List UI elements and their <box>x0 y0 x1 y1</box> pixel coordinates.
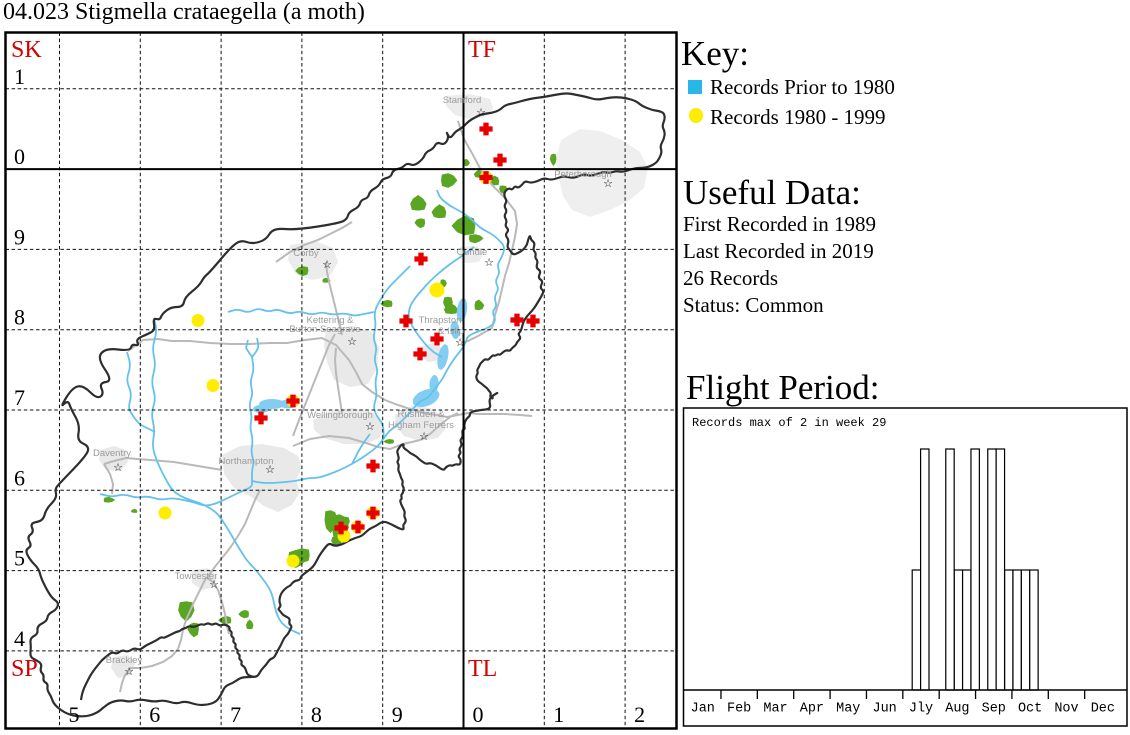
svg-text:6: 6 <box>14 465 25 490</box>
svg-text:☆: ☆ <box>124 666 134 678</box>
svg-text:Oundle: Oundle <box>457 247 488 258</box>
svg-text:☆: ☆ <box>603 178 613 190</box>
svg-text:Sep: Sep <box>982 702 1006 717</box>
svg-text:6: 6 <box>149 702 160 727</box>
svg-text:Records max of 2 in week 29: Records max of 2 in week 29 <box>692 416 886 430</box>
svg-text:☆: ☆ <box>476 107 486 119</box>
svg-text:☆: ☆ <box>455 337 465 349</box>
svg-text:7: 7 <box>230 702 241 727</box>
svg-text:☆: ☆ <box>265 464 275 476</box>
svg-text:Thrapston: Thrapston <box>419 315 462 326</box>
svg-text:4: 4 <box>14 626 25 651</box>
svg-text:9: 9 <box>14 224 25 249</box>
svg-text:2: 2 <box>634 702 645 727</box>
svg-text:0: 0 <box>14 144 25 169</box>
svg-text:Jun: Jun <box>872 702 896 717</box>
svg-text:Daventry: Daventry <box>93 448 131 459</box>
svg-text:Corby: Corby <box>293 248 319 259</box>
svg-text:Burton Seagrave: Burton Seagrave <box>289 324 360 335</box>
svg-text:8: 8 <box>14 305 25 330</box>
svg-text:☆: ☆ <box>113 462 123 474</box>
svg-text:7: 7 <box>14 385 25 410</box>
svg-text:Feb: Feb <box>727 702 751 717</box>
svg-text:1: 1 <box>14 64 25 89</box>
svg-text:Dec: Dec <box>1091 702 1115 717</box>
svg-text:Wellingborough: Wellingborough <box>307 410 373 421</box>
svg-text:Brackley: Brackley <box>106 655 143 666</box>
svg-text:Northampton: Northampton <box>219 456 274 467</box>
svg-text:☆: ☆ <box>209 579 219 591</box>
svg-text:1: 1 <box>553 702 564 727</box>
svg-text:Kettering &: Kettering & <box>307 315 355 326</box>
svg-text:0: 0 <box>473 702 484 727</box>
svg-text:May: May <box>836 702 860 717</box>
svg-text:Stamford: Stamford <box>443 95 482 106</box>
svg-text:5: 5 <box>14 546 25 571</box>
svg-text:☆: ☆ <box>347 336 357 348</box>
svg-text:Nov: Nov <box>1054 702 1078 717</box>
svg-text:☆: ☆ <box>419 431 429 443</box>
svg-text:8: 8 <box>311 702 322 727</box>
svg-text:9: 9 <box>392 702 403 727</box>
svg-text:Apr: Apr <box>800 702 824 717</box>
svg-text:Jly: Jly <box>909 702 933 717</box>
svg-text:5: 5 <box>69 702 80 727</box>
svg-text:SK: SK <box>11 37 42 63</box>
svg-text:Aug: Aug <box>945 702 969 717</box>
svg-text:Oct: Oct <box>1018 702 1042 717</box>
svg-text:TL: TL <box>468 656 497 682</box>
svg-text:☆: ☆ <box>365 421 375 433</box>
svg-text:Peterborough: Peterborough <box>554 169 612 180</box>
svg-text:Rushden &: Rushden & <box>397 409 445 420</box>
svg-text:Towcester: Towcester <box>175 571 218 582</box>
svg-text:Mar: Mar <box>763 702 787 717</box>
svg-text:TF: TF <box>468 37 496 63</box>
svg-text:& Islip: & Islip <box>438 326 464 337</box>
svg-text:☆: ☆ <box>322 259 332 271</box>
svg-text:Higham Ferrers: Higham Ferrers <box>388 420 454 431</box>
svg-text:Jan: Jan <box>691 702 715 717</box>
svg-text:☆: ☆ <box>484 257 494 269</box>
svg-text:SP: SP <box>11 656 38 682</box>
